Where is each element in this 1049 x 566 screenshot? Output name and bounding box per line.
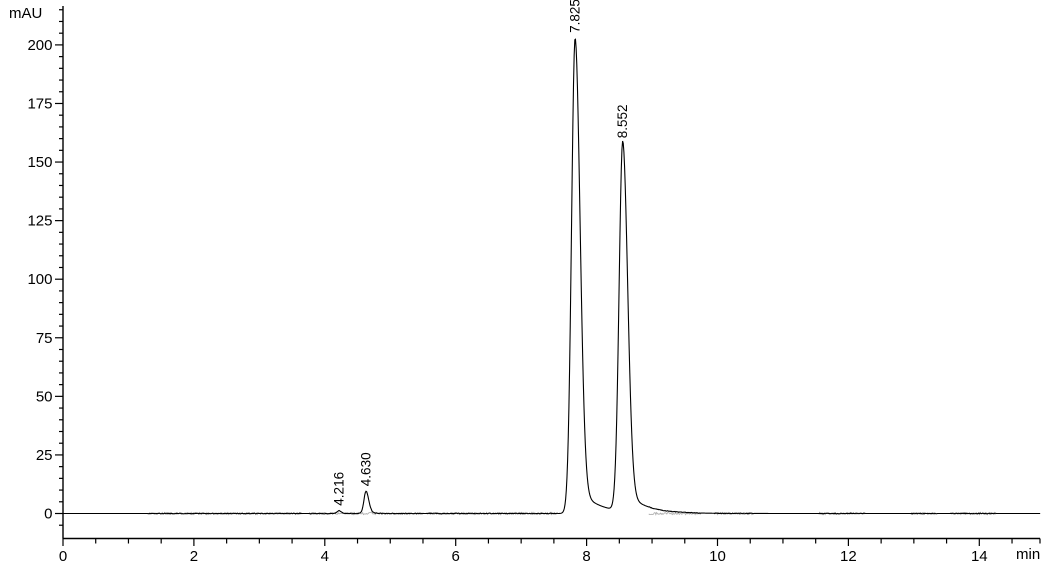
peak-label-8.552: 8.552 (615, 105, 630, 139)
x-tick-label: 10 (709, 548, 726, 565)
y-tick-label: 150 (27, 154, 52, 171)
y-tick-label: 0 (44, 506, 52, 523)
x-tick-label: 6 (452, 548, 460, 565)
y-tick-label: 125 (27, 213, 52, 230)
peak-label-4.216: 4.216 (331, 472, 346, 506)
y-axis-unit-label: mAU (9, 5, 43, 22)
tick-labels: 0 25 50 75 100 125 150 175 200 0 2 4 6 8 10 12 14 (27, 37, 987, 565)
x-tick-label: 4 (321, 548, 329, 565)
y-tick-label: 25 (36, 447, 53, 464)
x-tick-label: 2 (190, 548, 198, 565)
x-tick-label: 14 (971, 548, 988, 565)
baseline-noise-segment (648, 511, 701, 516)
peak-label-4.630: 4.630 (359, 452, 374, 486)
x-tick-label: 0 (59, 548, 67, 565)
axes (62, 6, 1040, 540)
peak-label-7.825: 7.825 (568, 0, 583, 33)
y-tick-label: 75 (36, 330, 53, 347)
peak-labels: 4.216 4.630 7.825 8.552 (331, 0, 630, 506)
x-tick-label: 8 (582, 548, 590, 565)
y-tick-label: 200 (27, 37, 52, 54)
ticks (55, 9, 1041, 546)
trace-path (63, 38, 1041, 515)
x-axis-unit-label: min (1016, 546, 1041, 563)
y-tick-label: 175 (27, 95, 52, 112)
y-tick-label: 50 (36, 388, 53, 405)
x-tick-label: 12 (840, 548, 857, 565)
y-tick-label: 100 (27, 271, 52, 288)
